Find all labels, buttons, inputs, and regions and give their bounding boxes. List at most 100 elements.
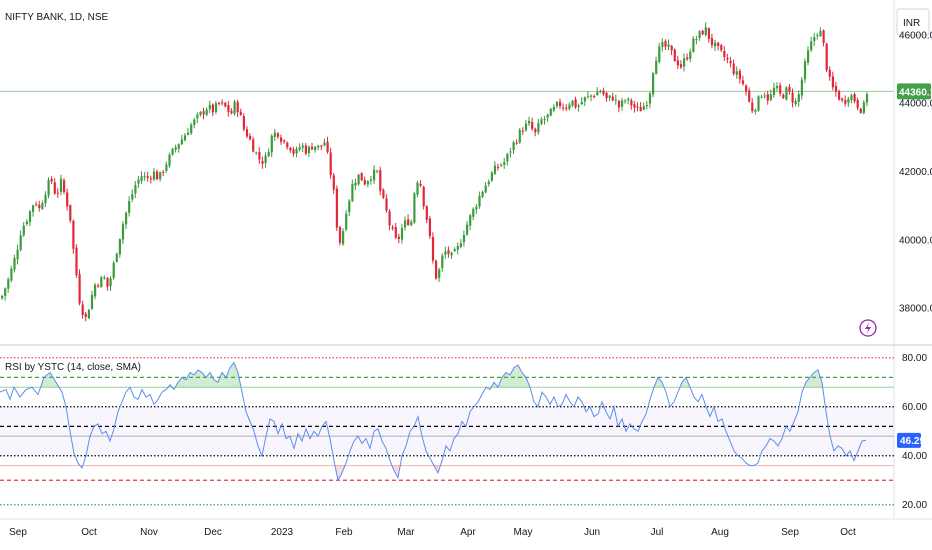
candle <box>230 108 233 115</box>
candle <box>624 98 627 104</box>
lightning-bolt-icon[interactable] <box>859 319 877 337</box>
candle <box>633 101 636 113</box>
candle <box>128 196 131 217</box>
price-axis[interactable]: INR 46000.00 44000.00 42000.00 40000.00 3800… <box>893 0 932 519</box>
candle <box>81 300 84 319</box>
candle <box>478 191 481 209</box>
candle <box>741 75 745 86</box>
rsi-tick-label: 40.00 <box>902 451 927 462</box>
candle <box>590 94 593 102</box>
candle <box>16 244 19 265</box>
price-tick-label: 42000.00 <box>899 167 932 178</box>
candle <box>732 59 735 76</box>
candle <box>636 102 639 112</box>
rsi-axis[interactable]: 80.00 60.00 40.00 20.00 46.29 <box>897 353 927 511</box>
rsi-pane[interactable]: RSI by YSTC (14, close, SMA) <box>0 357 894 506</box>
candle <box>134 180 137 199</box>
candle <box>137 175 140 189</box>
candle <box>22 221 25 238</box>
candle <box>469 213 472 230</box>
candle <box>407 214 410 227</box>
candle <box>605 91 608 102</box>
candle <box>524 119 528 132</box>
candle <box>180 134 183 146</box>
candle <box>562 103 565 111</box>
rsi-level-lines <box>0 357 894 506</box>
candle <box>797 90 800 107</box>
currency-box[interactable] <box>896 8 930 36</box>
candle <box>630 98 633 110</box>
candle <box>825 42 828 73</box>
candle <box>813 32 816 46</box>
candle <box>149 175 152 184</box>
candle <box>487 179 490 187</box>
candle <box>394 222 397 240</box>
candle <box>202 107 205 120</box>
price-tick-label: 46000.00 <box>899 30 932 41</box>
candle <box>658 42 661 64</box>
price-tick-labels: 46000.00 44000.00 42000.00 40000.00 38000.00 <box>899 30 932 314</box>
candle <box>810 36 813 53</box>
candle <box>28 209 32 227</box>
time-tick-label: Sep <box>781 527 799 538</box>
candle <box>555 100 559 109</box>
candle <box>66 188 69 211</box>
candle <box>419 180 422 188</box>
candle <box>280 134 283 145</box>
candle <box>571 99 574 108</box>
candle <box>785 86 788 101</box>
candle <box>859 107 862 114</box>
candle <box>221 99 224 106</box>
candle <box>326 136 329 154</box>
candle <box>106 277 109 291</box>
candle <box>769 89 772 102</box>
candle <box>413 191 416 224</box>
candle <box>698 30 701 41</box>
time-tick-label: Jul <box>651 527 664 538</box>
candle <box>351 179 354 203</box>
candle <box>50 176 53 185</box>
candle <box>534 127 537 137</box>
candle <box>338 226 342 246</box>
candle <box>295 146 298 158</box>
candle <box>574 96 577 109</box>
candle <box>847 96 850 107</box>
rsi-overbought-fill <box>499 365 529 388</box>
candle <box>531 117 534 131</box>
time-tick-labels: Sep Oct Nov Dec 2023 Feb Mar Apr May Jun Jul Aug Sep… <box>9 527 856 538</box>
last-price-value: 44360.15 <box>899 87 932 98</box>
candle <box>264 152 267 168</box>
candle <box>751 98 754 114</box>
candle <box>227 101 230 117</box>
candle <box>686 53 689 61</box>
candle <box>865 92 869 107</box>
candle <box>441 253 444 272</box>
candle <box>481 190 484 199</box>
candle <box>766 90 769 105</box>
candle <box>38 200 41 212</box>
candle <box>639 102 642 112</box>
time-tick-label: May <box>514 527 533 538</box>
candle <box>72 219 75 254</box>
candle <box>307 145 311 157</box>
candle <box>822 29 825 47</box>
candle <box>211 103 214 117</box>
time-axis[interactable]: Sep Oct Nov Dec 2023 Feb Mar Apr May Jun Jul Aug Sep… <box>0 518 932 538</box>
candle <box>431 232 435 264</box>
candle <box>667 39 670 51</box>
candle <box>828 66 831 81</box>
candle <box>599 89 602 94</box>
candle <box>19 230 22 252</box>
candle <box>47 177 50 199</box>
time-tick-label: 2023 <box>271 527 294 538</box>
candle <box>190 122 193 135</box>
candle <box>723 46 726 62</box>
candle <box>862 100 865 115</box>
price-pane[interactable]: NIFTY BANK, 1D, NSE <box>0 0 894 344</box>
candle <box>444 246 447 259</box>
chart-title: NIFTY BANK, 1D, NSE <box>5 12 109 23</box>
candle <box>193 117 196 129</box>
candle <box>661 38 664 52</box>
candle <box>509 147 512 158</box>
